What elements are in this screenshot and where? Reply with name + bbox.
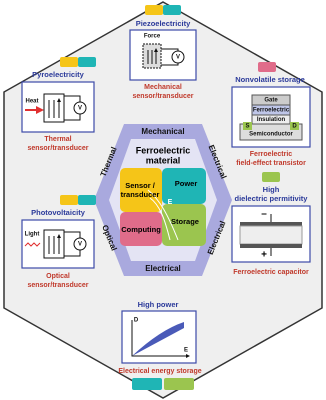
effect-label: Nonvolatile storage <box>235 75 305 84</box>
panel-text: Force <box>144 34 161 40</box>
application-label: Optical <box>46 273 70 280</box>
application-label: sensor/transducer <box>132 93 193 100</box>
panel-text: D <box>292 124 297 130</box>
center-title: material <box>146 155 181 165</box>
quadrant-label: Power <box>175 179 198 188</box>
application-label: Ferroelectric capacitor <box>233 269 309 276</box>
effect-label: High power <box>138 300 179 309</box>
panel-box <box>129 29 197 81</box>
center-title: Ferroelectric <box>136 145 191 155</box>
application-label: Mechanical <box>144 84 182 91</box>
ring-label: Electrical <box>145 264 181 273</box>
power-quadrant <box>162 168 206 204</box>
panel-text: Insulation <box>257 117 286 123</box>
chip <box>78 195 96 205</box>
sensor-quadrant <box>120 168 162 212</box>
dipoles <box>48 236 59 254</box>
panel-text: V <box>78 106 82 112</box>
chip <box>262 172 280 182</box>
plate <box>240 244 302 248</box>
meter <box>171 50 185 64</box>
dipoles <box>147 50 156 64</box>
effect-label: dielectric permitivity <box>235 194 309 203</box>
effect-label: Pyroelectricity <box>32 70 85 79</box>
panel-text: Semiconductor <box>249 132 293 138</box>
meter <box>73 237 87 251</box>
chip <box>145 5 163 15</box>
chip <box>60 195 78 205</box>
application-label: sensor/transducer <box>27 282 88 289</box>
quadrant-label: Sensor / <box>125 181 156 190</box>
wire <box>161 48 179 66</box>
semiconductor <box>239 123 303 141</box>
chip <box>258 62 276 72</box>
storage-quadrant <box>162 204 206 246</box>
application-label: Thermal <box>44 136 71 143</box>
panel-text: V <box>176 55 180 61</box>
field-lines <box>147 189 179 241</box>
drain <box>290 122 299 130</box>
effect-label: Photovoltaicity <box>31 208 86 217</box>
panel-text: Ferroelectric <box>253 108 290 114</box>
quadrant-label: Computing <box>121 225 161 234</box>
panel-text: – <box>261 209 267 220</box>
chip <box>163 5 181 15</box>
chip <box>164 378 194 390</box>
ring-label: Mechanical <box>141 127 184 136</box>
chip <box>132 378 162 390</box>
meter <box>73 101 87 115</box>
effect-label: Piezoelectricity <box>136 19 191 28</box>
plate <box>240 222 302 226</box>
panel-text: Light <box>25 232 40 238</box>
panel-text: + <box>261 250 267 261</box>
source <box>243 122 252 130</box>
panel-text: Gate <box>264 98 278 104</box>
quadrant-label: Storage <box>171 217 199 226</box>
application-label: Ferroelectric <box>250 151 293 158</box>
application-label: Electrical energy storage <box>118 368 201 375</box>
computing-quadrant <box>120 212 162 246</box>
wire <box>64 95 81 121</box>
loop <box>132 322 184 356</box>
panel-text: S <box>245 124 249 130</box>
axis-label: E <box>184 348 188 354</box>
chip <box>60 57 78 67</box>
panel-text: Heat <box>25 99 38 105</box>
chip <box>78 57 96 67</box>
application-label: field-effect transistor <box>236 160 306 167</box>
application-label: sensor/transducer <box>27 145 88 152</box>
dipoles <box>48 100 59 118</box>
panel-text: V <box>78 242 82 248</box>
axis-label: D <box>134 318 139 324</box>
light-wave <box>24 242 41 247</box>
field-label: E <box>168 199 173 206</box>
dielectric <box>239 225 303 245</box>
effect-label: High <box>263 185 280 194</box>
wire <box>64 231 81 257</box>
quadrant-label: transducer <box>121 190 160 199</box>
